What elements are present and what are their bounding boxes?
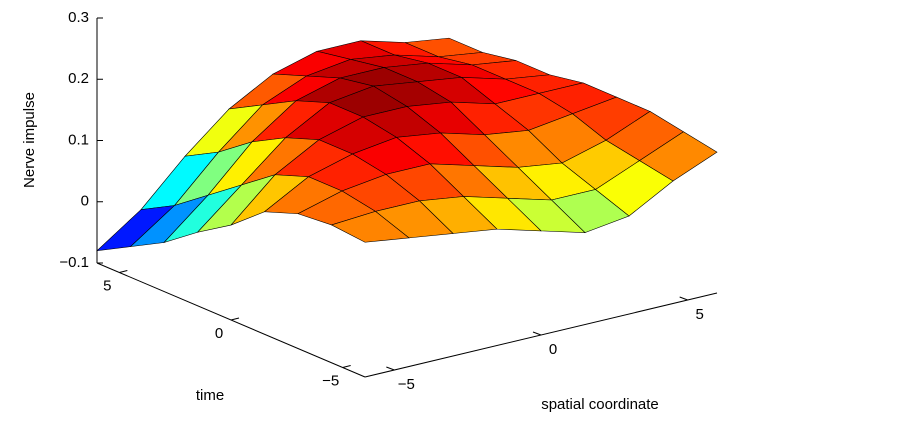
y-tick-label: 5 xyxy=(103,277,111,294)
z-tick-label: 0.3 xyxy=(68,9,89,26)
z-tick-label: 0.2 xyxy=(68,70,89,87)
x-tick-label: 0 xyxy=(549,341,557,358)
z-tick-label: 0.1 xyxy=(68,131,89,148)
y-tick xyxy=(119,270,128,273)
y-tick xyxy=(342,365,351,368)
x-tick xyxy=(386,366,395,371)
y-tick-label: −5 xyxy=(322,372,339,389)
z-axis-label: Nerve impulse xyxy=(21,92,38,188)
x-tick-label: −5 xyxy=(398,376,415,393)
y-tick-label: 0 xyxy=(215,325,223,342)
y-axis-label: time xyxy=(196,387,224,404)
x-axis-label: spatial coordinate xyxy=(541,396,659,413)
y-tick xyxy=(230,317,240,321)
z-tick-label: −0.1 xyxy=(59,254,89,271)
x-tick-label: 5 xyxy=(695,306,703,323)
x-tick xyxy=(532,331,542,336)
surface-patch xyxy=(330,211,410,243)
x-tick xyxy=(679,296,688,301)
z-tick-label: 0 xyxy=(81,193,89,210)
